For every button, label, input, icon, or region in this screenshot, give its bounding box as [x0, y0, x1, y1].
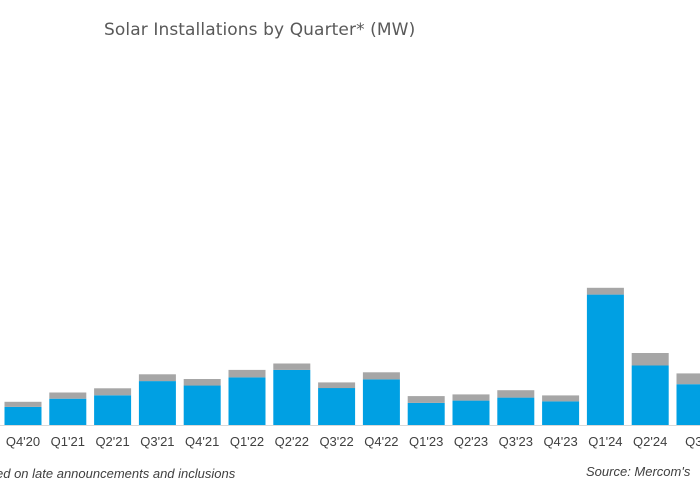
x-tick-label: Q3'21 — [140, 434, 174, 449]
footnote: ed on late announcements and inclusions — [0, 466, 236, 481]
bar-primary-10 — [452, 400, 490, 425]
bar-secondary-10 — [452, 394, 490, 401]
x-tick-label: Q2'21 — [95, 434, 129, 449]
chart-title: Solar Installations by Quarter* (MW) — [104, 20, 416, 40]
bar-group — [4, 287, 700, 425]
x-tick-label: Q4'20 — [6, 434, 40, 449]
bar-secondary-12 — [542, 395, 580, 402]
bar-primary-9 — [407, 402, 445, 425]
bar-primary-6 — [273, 369, 311, 425]
bar-primary-8 — [362, 379, 400, 425]
bar-secondary-13 — [586, 287, 624, 295]
source-note: Source: Mercom's — [586, 464, 691, 479]
bar-primary-2 — [94, 395, 132, 425]
x-tick-label: Q3' — [685, 434, 700, 449]
bar-primary-11 — [497, 397, 535, 425]
bar-primary-14 — [631, 365, 669, 425]
bar-primary-15 — [676, 384, 700, 425]
bar-secondary-11 — [497, 390, 535, 398]
x-tick-label: Q1'22 — [230, 434, 264, 449]
bar-secondary-14 — [631, 353, 669, 366]
bar-secondary-2 — [94, 388, 132, 396]
bar-secondary-6 — [273, 363, 311, 370]
bar-primary-13 — [586, 294, 624, 425]
x-tick-label: Q4'23 — [543, 434, 577, 449]
x-tick-label: Q1'23 — [409, 434, 443, 449]
x-tick-label: Q2'23 — [454, 434, 488, 449]
x-axis-tick-labels: Q4'20 Q1'21 Q2'21 Q3'21 Q4'21 Q1'22 Q2'22 Q3'22… — [6, 434, 700, 449]
x-tick-label: Q3'23 — [499, 434, 533, 449]
bar-primary-3 — [138, 381, 176, 425]
x-tick-label: Q3'22 — [319, 434, 353, 449]
bar-primary-1 — [49, 398, 87, 425]
bar-secondary-9 — [407, 396, 445, 403]
bar-secondary-1 — [49, 392, 87, 399]
x-tick-label: Q4'22 — [364, 434, 398, 449]
bar-secondary-8 — [362, 372, 400, 380]
bar-secondary-7 — [318, 382, 356, 389]
bar-primary-0 — [4, 406, 42, 425]
x-tick-label: Q2'22 — [275, 434, 309, 449]
bar-secondary-3 — [138, 374, 176, 382]
bar-secondary-4 — [183, 379, 221, 386]
x-tick-label: Q2'24 — [633, 434, 667, 449]
bar-secondary-0 — [4, 401, 42, 407]
bar-secondary-5 — [228, 369, 266, 378]
bar-primary-5 — [228, 377, 266, 425]
x-tick-label: Q1'21 — [51, 434, 85, 449]
bar-primary-12 — [542, 401, 580, 425]
bar-primary-4 — [183, 385, 221, 425]
x-tick-label: Q1'24 — [588, 434, 622, 449]
x-tick-label: Q4'21 — [185, 434, 219, 449]
bar-secondary-15 — [676, 373, 700, 385]
bar-primary-7 — [318, 388, 356, 425]
